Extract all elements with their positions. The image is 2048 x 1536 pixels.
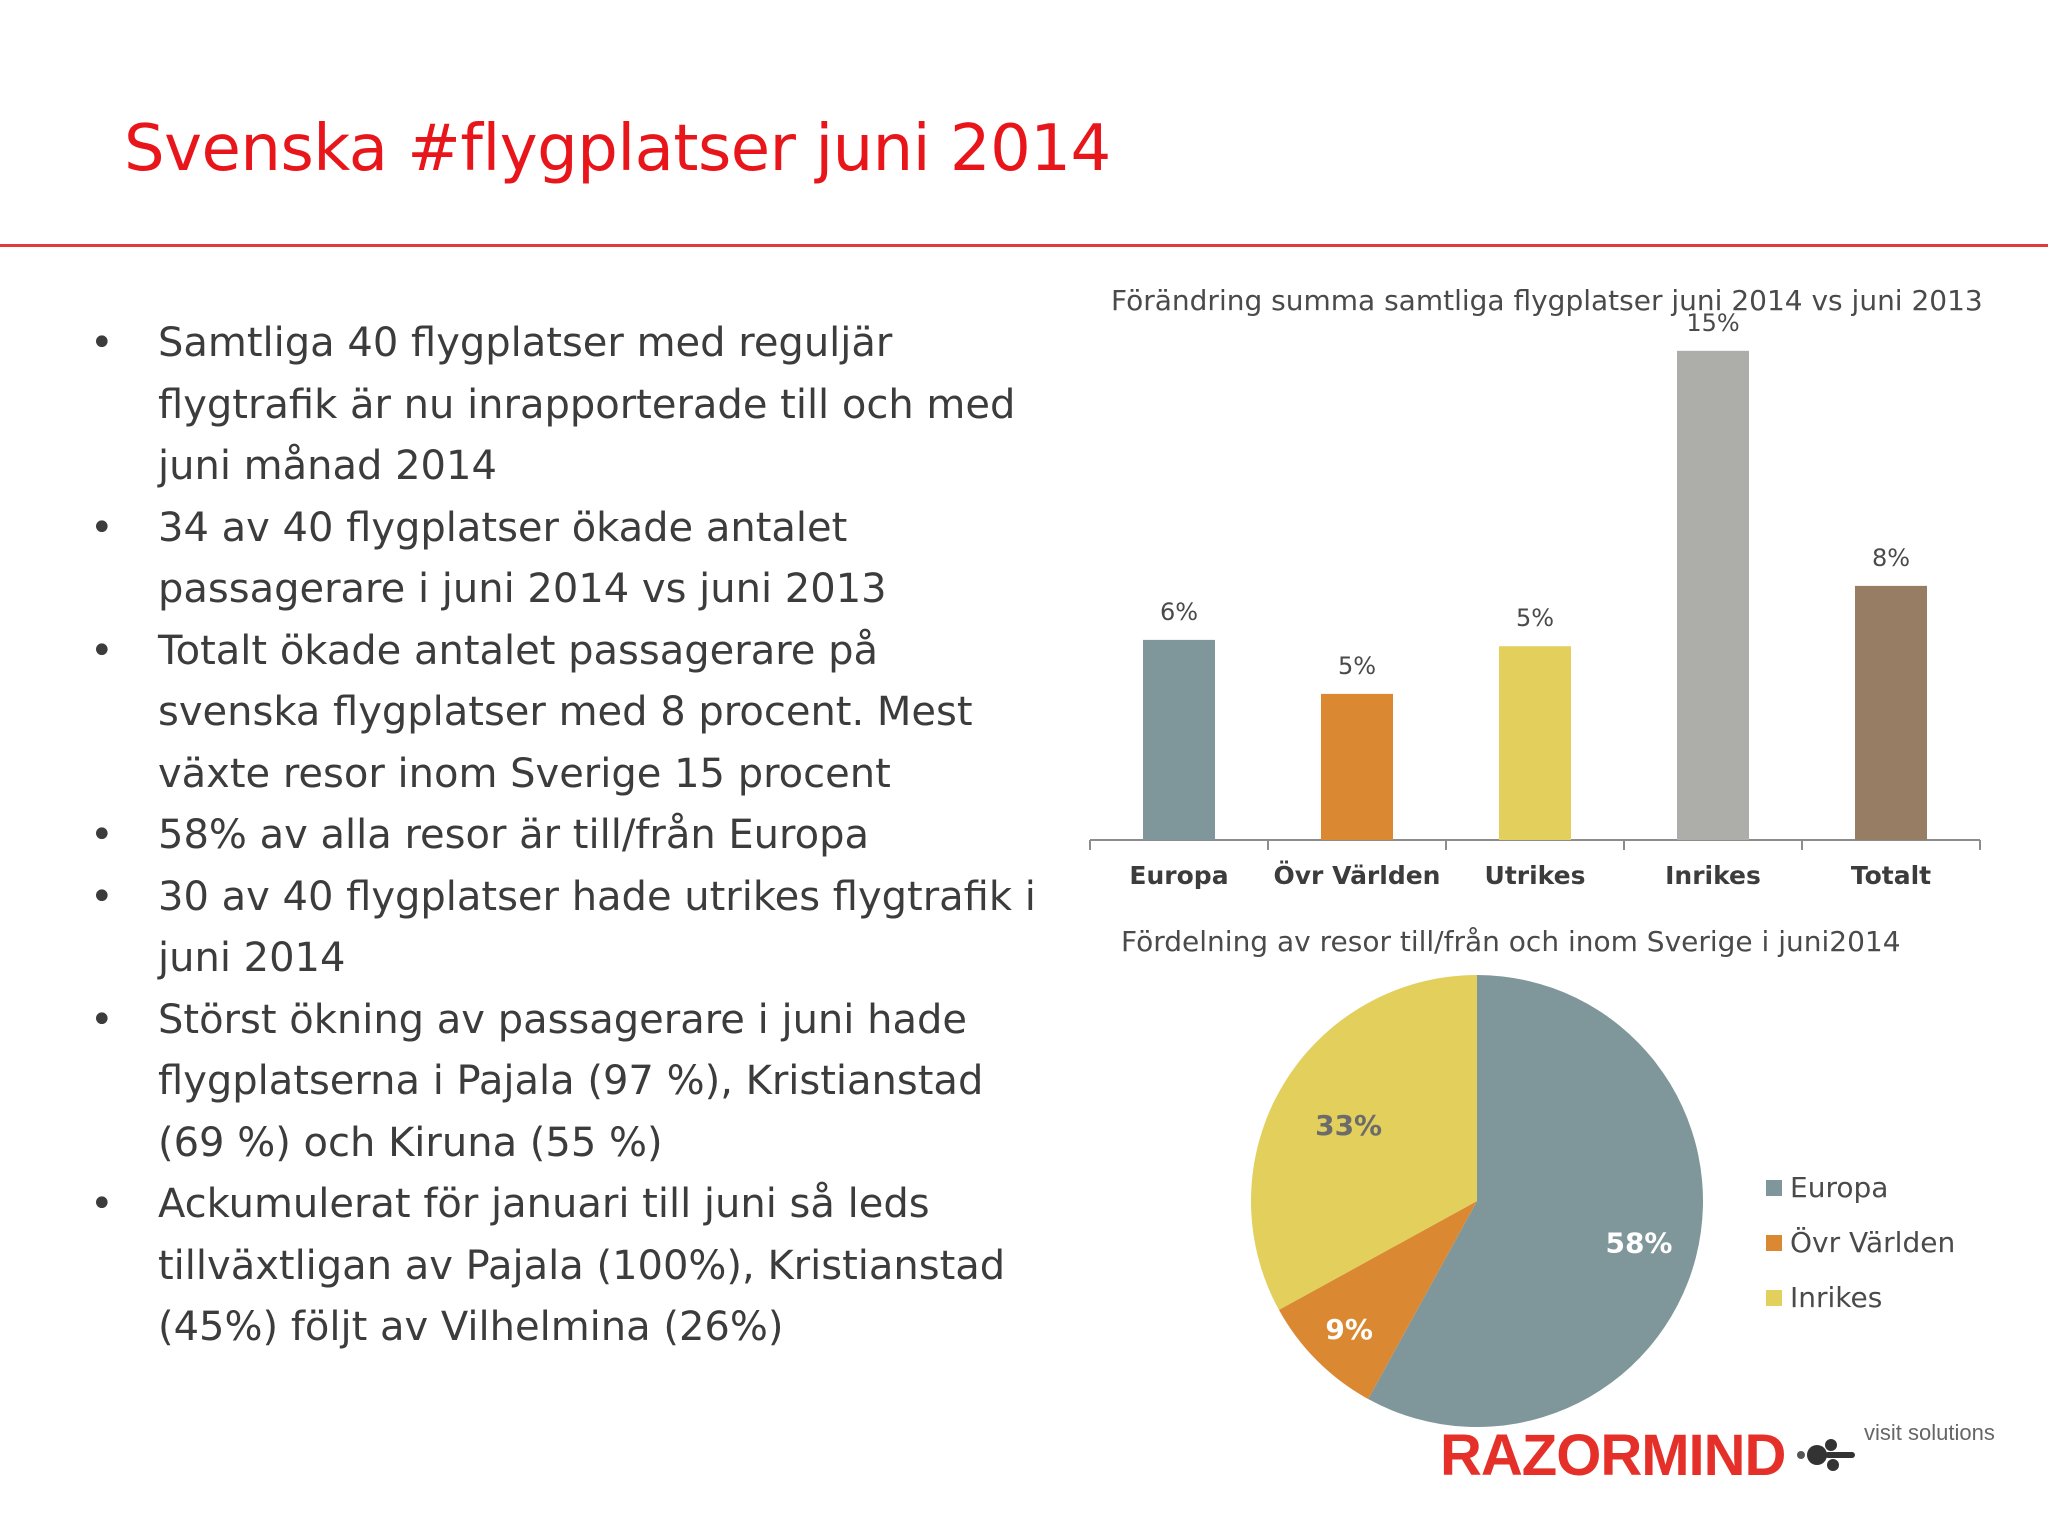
bullet-text: 30 av 40 flygplatser hade utrikes flygtr… (158, 873, 1036, 982)
bullet-dot: • (90, 320, 114, 366)
bullet-dot: • (90, 1181, 114, 1227)
bullet-item: • 30 av 40 flygplatser hade utrikes flygt… (90, 867, 1050, 990)
bullet-item: • Samtliga 40 flygplatser med reguljär fl… (90, 313, 1050, 498)
bar-utrikes (1499, 646, 1571, 840)
bar-data-label: 5% (1338, 652, 1376, 680)
pie-data-label: 9% (1325, 1313, 1373, 1346)
pie-slice-europa (1368, 975, 1703, 1427)
legend-item-europa: Europa (1766, 1160, 1955, 1215)
bar-category-label: Inrikes (1665, 861, 1761, 890)
legend-swatch (1766, 1234, 1782, 1251)
legend-item-inrikes: Inrikes (1766, 1270, 1955, 1325)
slide-title: Svenska #flygplatser juni 2014 (124, 112, 1111, 186)
bar-category-label: Övr Världen (1274, 860, 1441, 890)
bullet-text: Ackumulerat för januari till juni så led… (158, 1181, 1006, 1350)
logo-wordmark: RAZORMIND (1440, 1422, 1786, 1488)
bar-chart-title: Förändring summa samtliga flygplatser ju… (1111, 284, 1983, 317)
bullet-dot: • (90, 504, 114, 551)
legend-label: Europa (1790, 1171, 1889, 1204)
pie-slice--vr-v-rlden (1278, 1201, 1477, 1400)
bullet-dot: • (90, 996, 114, 1043)
bar-category-label: Europa (1129, 861, 1228, 890)
title-divider (0, 244, 2048, 247)
pie-legend: Europa Övr Världen Inrikes (1766, 1160, 1955, 1325)
pie-data-label: 58% (1605, 1227, 1672, 1260)
bullet-item: • 34 av 40 flygplatser ökade antalet pass… (90, 498, 1050, 621)
bar-category-label: Utrikes (1485, 861, 1586, 890)
bar-data-label: 8% (1872, 544, 1910, 572)
bullet-text: 58% av alla resor är till/från Europa (158, 812, 869, 858)
bullet-item: • 58% av alla resor är till/från Europa (90, 805, 1050, 867)
bullet-list: • Samtliga 40 flygplatser med reguljär fl… (90, 313, 1050, 1359)
legend-item-ovr-varlden: Övr Världen (1766, 1215, 1955, 1270)
bar-inrikes (1677, 350, 1749, 840)
legend-swatch (1766, 1179, 1782, 1196)
bullet-text: Totalt ökade antalet passagerare på sven… (158, 627, 973, 797)
razormind-logo: RAZORMIND (1440, 1420, 1859, 1490)
bullet-text: 34 av 40 flygplatser ökade antalet passa… (158, 504, 887, 613)
bullet-item: • Ackumulerat för januari till juni så le… (90, 1174, 1050, 1359)
bullet-item: • Totalt ökade antalet passagerare på sve… (90, 621, 1050, 806)
logo-mark-icon (1797, 1439, 1856, 1471)
logo-tagline: visit solutions (1864, 1420, 1995, 1445)
bar-data-label: 5% (1516, 604, 1554, 632)
bullet-dot: • (90, 812, 114, 858)
bullet-dot: • (90, 627, 114, 674)
pie-slice-inrikes (1250, 975, 1477, 1310)
bullet-text: Samtliga 40 flygplatser med reguljär fly… (158, 320, 1016, 489)
bullet-dot: • (90, 873, 114, 920)
pie-chart-title: Fördelning av resor till/från och inom S… (1121, 925, 1901, 958)
bullet-text: Störst ökning av passagerare i juni hade… (158, 996, 984, 1166)
bar-data-label: 6% (1160, 598, 1198, 626)
bar-category-label: Totalt (1851, 861, 1931, 890)
pie-data-label: 33% (1315, 1109, 1382, 1142)
legend-swatch (1766, 1289, 1782, 1306)
legend-label: Inrikes (1790, 1281, 1883, 1314)
bar--vr-v-rlden (1321, 693, 1393, 840)
legend-label: Övr Världen (1790, 1226, 1956, 1259)
bullet-item: • Störst ökning av passagerare i juni had… (90, 990, 1050, 1175)
bar-europa (1143, 639, 1215, 840)
bar-totalt (1855, 585, 1927, 840)
